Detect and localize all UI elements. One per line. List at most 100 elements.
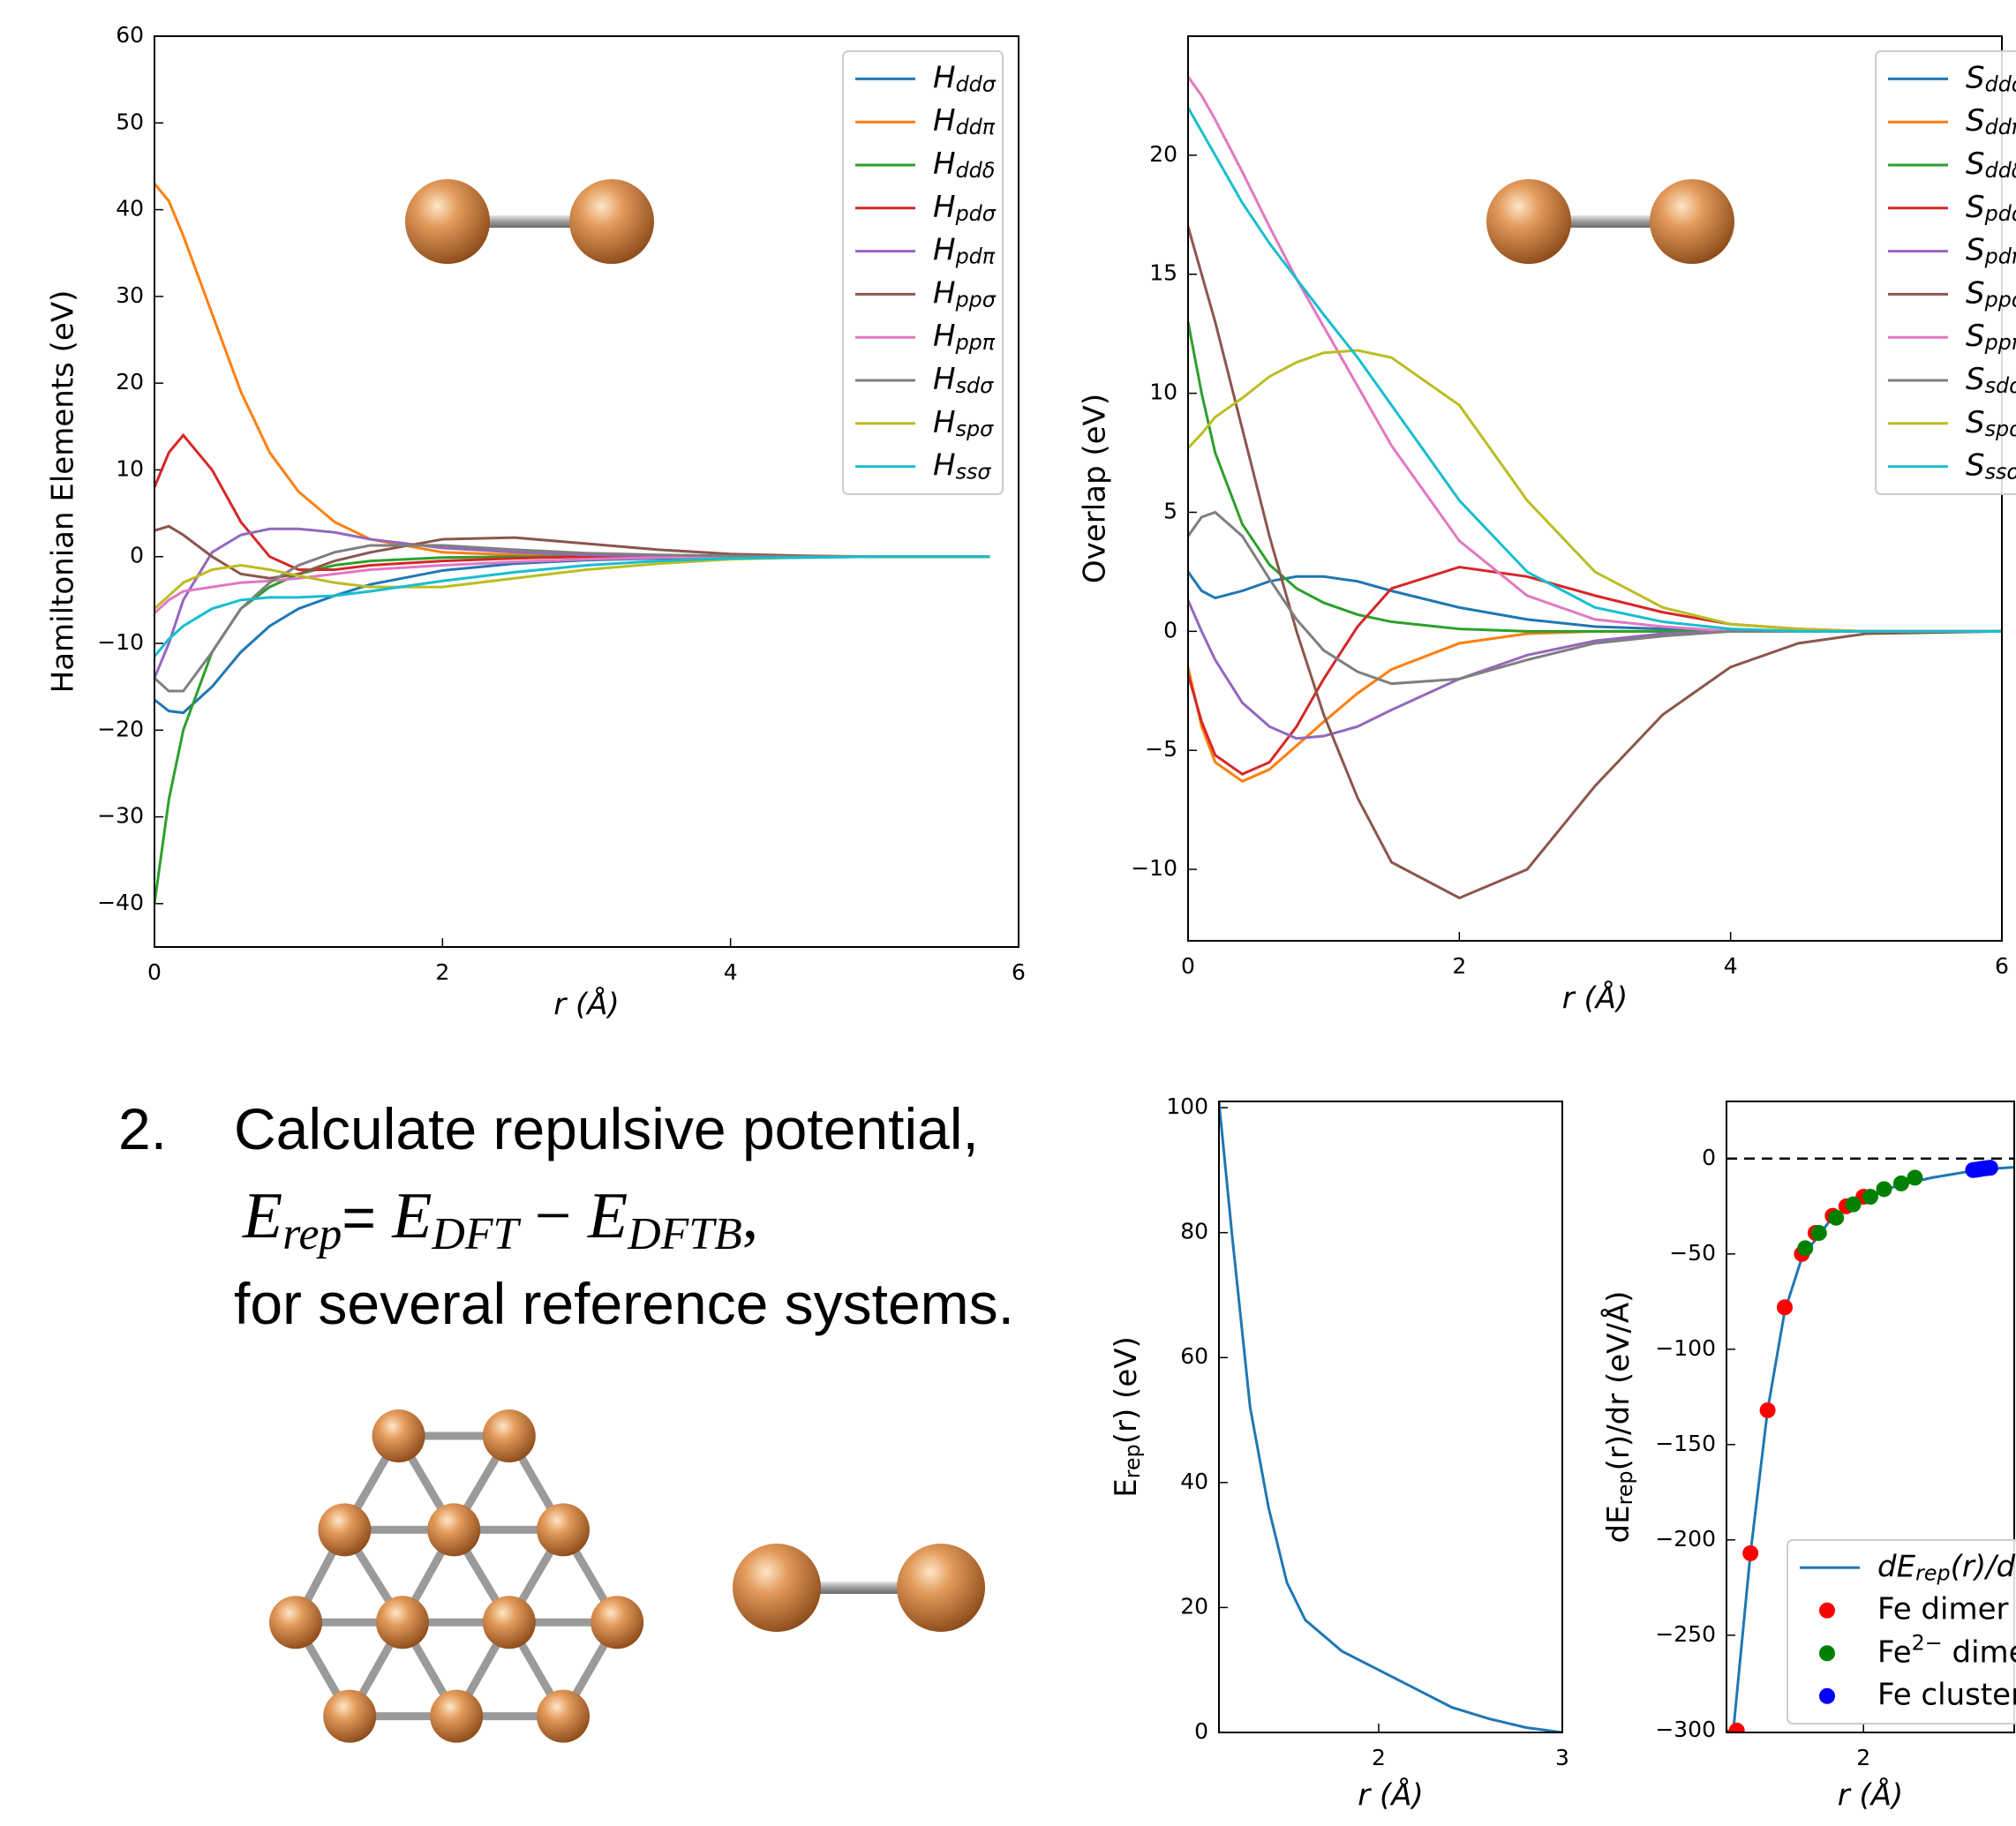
eq-symbol: E: [242, 1180, 282, 1252]
plot-frame: [1218, 1101, 1563, 1733]
x-axis-label: r (Å): [1562, 981, 1629, 1017]
legend-label: Hddδ: [933, 147, 995, 183]
text-span: Fe: [1877, 1634, 1912, 1670]
text-span: S: [1966, 447, 1985, 483]
text-span: ddδ: [956, 158, 996, 183]
legend-label: Fe2− dimer: [1877, 1630, 2016, 1670]
y-tick-label: 100: [1166, 1093, 1208, 1119]
y-axis-label: Hamiltonian Elements (eV): [46, 290, 81, 694]
text-span: H: [933, 103, 956, 139]
x-axis-label: r (Å): [1838, 1777, 1904, 1814]
eq-symbol: E: [587, 1180, 628, 1252]
text-span: S: [1966, 60, 1985, 95]
atom: [372, 1409, 425, 1463]
legend-label: Spdσ: [1966, 189, 2016, 225]
y-tick-label: 40: [116, 196, 144, 222]
y-tick-label: 0: [1163, 617, 1177, 642]
y-axis-label: dErep(r)/dr (eV/Å): [1600, 1291, 1637, 1544]
legend-box: [842, 50, 1004, 495]
text-span: S: [1966, 147, 1985, 182]
eq-operator: =: [342, 1184, 392, 1250]
y-tick-label: 80: [1180, 1219, 1208, 1244]
legend-label: Sppπ: [1966, 319, 2016, 355]
y-tick-label: −5: [1145, 736, 1177, 762]
text-span: ppσ: [1984, 287, 2016, 312]
series-line: [154, 544, 990, 693]
y-tick-label: −40: [97, 890, 144, 915]
text-span: H: [933, 147, 956, 182]
text-span: pdσ: [1984, 200, 2016, 225]
eq-operator: −: [518, 1180, 588, 1252]
legend-label: Sssσ: [1966, 447, 2016, 484]
atom: [375, 1596, 429, 1649]
text-span: S: [1966, 103, 1985, 139]
text-span: H: [933, 189, 956, 224]
legend-label: Hspσ: [933, 404, 994, 440]
series-line: [1188, 107, 2002, 633]
legend-label: Hpdπ: [933, 232, 996, 268]
atom: [323, 1689, 377, 1743]
y-tick-label: 15: [1149, 260, 1177, 286]
y-tick-label: −250: [1655, 1621, 1716, 1647]
eq-symbol: E: [391, 1180, 432, 1252]
atom: [482, 1596, 536, 1649]
y-tick-label: 20: [116, 369, 144, 395]
text-span: S: [1966, 275, 1985, 311]
text-span: H: [933, 60, 956, 95]
text-span: H: [933, 404, 956, 440]
dimer-icon: [733, 1544, 985, 1632]
text-span: sdσ: [1985, 373, 2016, 398]
text-span: ddπ: [956, 115, 996, 139]
y-tick-label: −200: [1655, 1526, 1716, 1552]
point: [1810, 1225, 1827, 1242]
legend-label: Sspσ: [1966, 404, 2016, 440]
y-tick-label: 5: [1163, 498, 1177, 523]
y-tick-label: −10: [1131, 855, 1177, 881]
text-span: dE: [1877, 1549, 1916, 1584]
legend-label: Fe cluster: [1877, 1677, 2016, 1712]
series-line: [1219, 1101, 1562, 1732]
text-span: 2−: [1912, 1630, 1943, 1655]
x-tick-label: 2: [435, 959, 449, 985]
chart: 0 20 40 60 80 100 2 3 r (Å) Erep(r) (eV): [1109, 1093, 1569, 1813]
cluster-icon: [269, 1409, 644, 1743]
legend-label: Spdπ: [1966, 232, 2016, 268]
point: [1728, 1722, 1745, 1732]
y-tick-label: −150: [1655, 1431, 1716, 1456]
legend-label: Hsdσ: [933, 362, 994, 398]
text-span: H: [933, 447, 956, 483]
y-tick-label: 50: [116, 109, 144, 134]
y-tick-label: −100: [1655, 1335, 1716, 1361]
text-span: ssσ: [956, 459, 992, 484]
y-axis-label: Overlap (eV): [1078, 394, 1113, 583]
text-span: (r)/dr: [1951, 1549, 2016, 1584]
point: [1876, 1181, 1892, 1198]
point: [1742, 1544, 1759, 1561]
legend-box: [1787, 1539, 2016, 1725]
atom: [269, 1596, 323, 1649]
dimer-icon: [405, 179, 654, 264]
text-span: S: [1966, 404, 1985, 440]
legend-marker: [1819, 1645, 1835, 1662]
text-span: E: [1109, 1478, 1144, 1497]
text-span: (r) (eV): [1109, 1336, 1144, 1444]
y-tick-label: 40: [1180, 1469, 1208, 1494]
eq-punctuation: ,: [742, 1180, 759, 1252]
text-span: dE: [1601, 1505, 1636, 1543]
x-tick-label: 2: [1856, 1745, 1870, 1770]
eq-subscript: rep: [282, 1209, 342, 1259]
y-tick-label: 60: [1180, 1343, 1208, 1369]
chart: −40 −30 −20 −10 0 10 20 30 40 50 60 0 2 4 6 r (Å) Hamilt…: [46, 22, 1026, 1023]
step-text: for several reference systems.: [234, 1271, 1014, 1336]
eq-subscript: DFTB: [627, 1209, 742, 1259]
legend-marker: [1819, 1687, 1835, 1704]
atom: [430, 1689, 484, 1743]
legend-label: Hppπ: [933, 319, 996, 355]
text-span: ppπ: [955, 330, 996, 355]
x-tick-label: 6: [1012, 959, 1026, 985]
text-span: ddπ: [1985, 115, 2016, 139]
